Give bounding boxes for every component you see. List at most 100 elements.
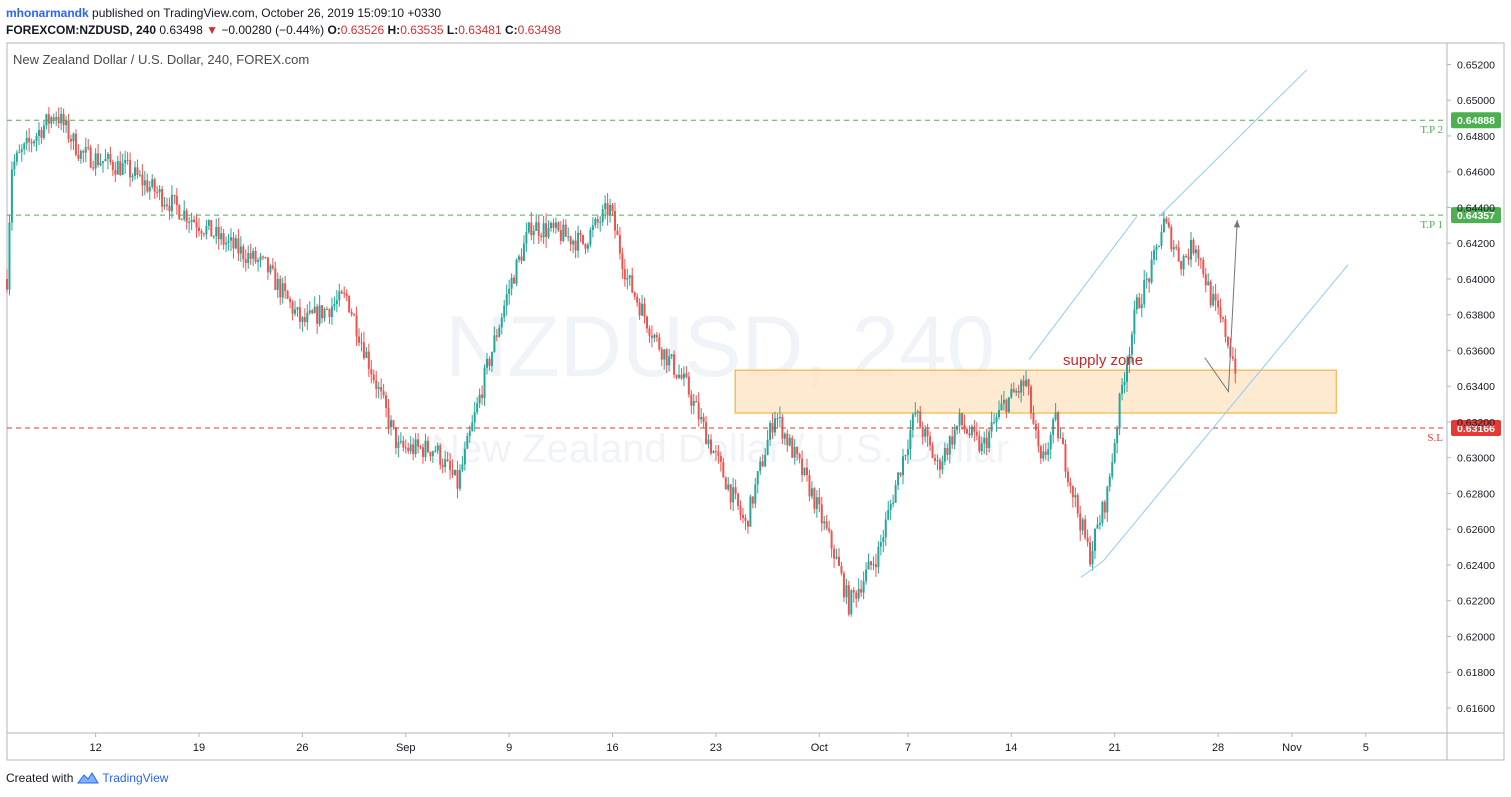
candle-body [286,291,289,299]
candle-body [451,469,454,475]
candlestick [500,312,503,335]
candlestick [102,161,104,173]
candlestick [729,483,732,510]
candle-body [1081,519,1084,531]
candle-body [1212,294,1215,306]
candle-body [586,244,589,249]
candlestick [166,197,168,211]
high-value: 0.63535 [400,23,444,37]
candle-body [678,374,680,378]
candlestick [227,233,230,251]
candlestick [791,435,794,459]
candlestick [702,413,705,428]
candle-body [596,218,599,223]
candlestick [513,274,516,284]
candle-body [94,153,97,169]
projection-arrow[interactable] [1204,219,1238,394]
candle-body [682,373,685,379]
candle-body [874,564,877,568]
candlestick [321,304,324,324]
candle-body [119,161,122,175]
candle-body [567,236,570,238]
candle-body [1231,356,1234,359]
candlestick [906,439,909,465]
candle-body [77,154,80,159]
candlestick [404,439,407,454]
candlestick [439,443,442,470]
candle-body [909,429,912,450]
candlestick [60,106,63,131]
candlestick [1108,473,1111,492]
candlestick [205,219,208,240]
trend-channel-line[interactable] [1028,216,1138,360]
candlestick [995,413,998,432]
candlestick [1138,292,1141,309]
candle-body [40,129,43,138]
candlestick [983,431,986,455]
candle-body [1160,232,1163,246]
candle-body [892,502,895,505]
candle-body [1030,386,1032,414]
candlestick [646,315,648,333]
candle-body [788,437,791,446]
y-tick-label: 0.62000 [1457,631,1495,643]
trend-channel-line[interactable] [1102,264,1349,562]
candle-body [1039,446,1042,459]
candle-body [710,439,712,454]
candle-body [291,302,294,314]
candlestick [1002,390,1005,411]
candlestick [471,415,474,432]
candle-body [87,147,90,149]
y-tick-label: 0.63200 [1457,417,1495,429]
sl-price-tag-text: 0.63166 [1457,423,1495,435]
candlestick [1123,371,1126,394]
x-tick-label: 26 [296,742,308,754]
candlestick [385,391,388,418]
candlestick [1222,315,1224,323]
candle-body [148,187,151,192]
candle-body [872,564,875,566]
candlestick [710,434,712,456]
candlestick [638,298,641,320]
candlestick [1062,432,1064,445]
candle-body [722,461,725,478]
candle-body [146,180,149,192]
candle-body [28,137,31,143]
candle-body [1020,380,1023,393]
candle-body [1005,399,1008,413]
tradingview-brand-link[interactable]: TradingView [102,771,169,785]
candle-body [707,439,710,445]
trend-channel-line[interactable] [1080,560,1104,578]
author-link[interactable]: mhonarmandk [6,6,89,20]
trend-channel-line[interactable] [1158,69,1308,217]
candlestick [183,200,186,222]
candlestick [1116,425,1119,454]
candlestick [872,556,875,571]
candlestick [542,216,545,244]
candle-body [79,150,82,159]
candle-body [1037,430,1040,447]
candlestick [618,226,621,260]
candlestick [719,451,722,472]
candle-body [316,306,319,324]
candlestick [737,492,740,510]
candlestick [380,378,383,400]
candle-body [1015,390,1018,393]
candlestick [493,326,496,353]
candlestick [173,194,176,204]
candle-body [422,447,424,457]
candle-body [486,358,488,368]
supply-zone-box[interactable] [734,369,1337,414]
candlestick [796,446,799,461]
open-value: 0.63526 [340,23,385,37]
candle-body [751,496,754,504]
candle-body [993,421,996,423]
candlestick [510,273,513,296]
candlestick [564,219,567,237]
candle-body [210,220,213,237]
candle-body [1059,437,1062,439]
candle-body [456,469,459,489]
candle-body [1140,304,1143,309]
candlestick [887,500,890,521]
